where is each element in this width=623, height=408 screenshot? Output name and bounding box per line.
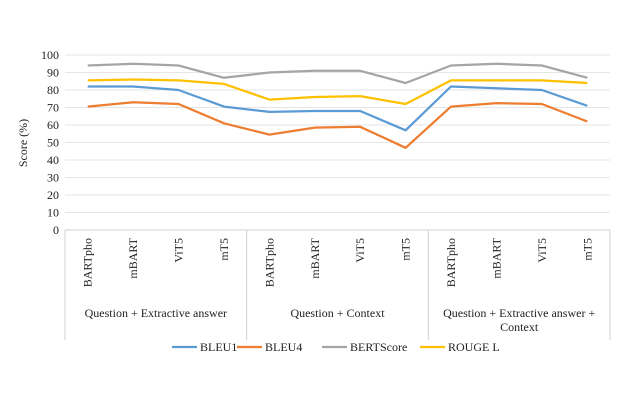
x-tick-label: mT5 <box>399 238 413 261</box>
legend-label: BLEU4 <box>265 340 302 354</box>
x-tick-label: mT5 <box>580 238 594 261</box>
legend: BLEU1 BLEU4 BERTScore ROUGE L <box>172 340 500 354</box>
series-lines <box>87 62 588 149</box>
legend-label: BERTScore <box>350 340 407 354</box>
y-tick-label: 70 <box>47 101 59 115</box>
x-tick-label: mBART <box>308 237 322 278</box>
legend-label: ROUGE L <box>448 340 500 354</box>
y-axis-ticks: 0 10 20 30 40 50 60 70 80 90 100 <box>41 48 59 237</box>
series-line-rouge-l <box>87 78 588 106</box>
y-tick-label: 0 <box>53 223 59 237</box>
x-tick-label: ViT5 <box>535 238 549 263</box>
x-tick-label: BARTpho <box>262 238 276 287</box>
y-tick-label: 100 <box>41 48 59 62</box>
gridlines <box>65 54 610 213</box>
x-tick-label: ViT5 <box>172 238 186 263</box>
x-tick-label: BARTpho <box>81 238 95 287</box>
legend-label: BLEU1 <box>200 340 237 354</box>
y-tick-label: 20 <box>47 188 59 202</box>
x-tick-label: mBART <box>489 237 503 278</box>
series-line-bleu1 <box>87 85 588 132</box>
y-tick-label: 80 <box>47 83 59 97</box>
x-tick-label: mT5 <box>217 238 231 261</box>
y-tick-label: 60 <box>47 118 59 132</box>
x-tick-label: BARTpho <box>444 238 458 287</box>
x-tick-label: mBART <box>126 237 140 278</box>
x-tick-label: ViT5 <box>353 238 367 263</box>
y-tick-label: 40 <box>47 153 59 167</box>
series-line-bleu4 <box>87 101 588 149</box>
y-tick-label: 10 <box>47 206 59 220</box>
series-line-bertscore <box>87 62 588 85</box>
y-axis-label: Score (%) <box>16 119 30 167</box>
group-label: Question + Extractive answer + Context <box>443 306 595 334</box>
y-tick-label: 30 <box>47 171 59 185</box>
y-tick-label: 50 <box>47 136 59 150</box>
group-label: Question + Extractive answer <box>85 306 227 320</box>
group-label: Question + Context <box>290 306 385 320</box>
x-axis: BARTpho mBART ViT5 mT5 BARTpho mBART ViT5 mT5 BA… <box>64 229 611 340</box>
y-tick-label: 90 <box>47 66 59 80</box>
